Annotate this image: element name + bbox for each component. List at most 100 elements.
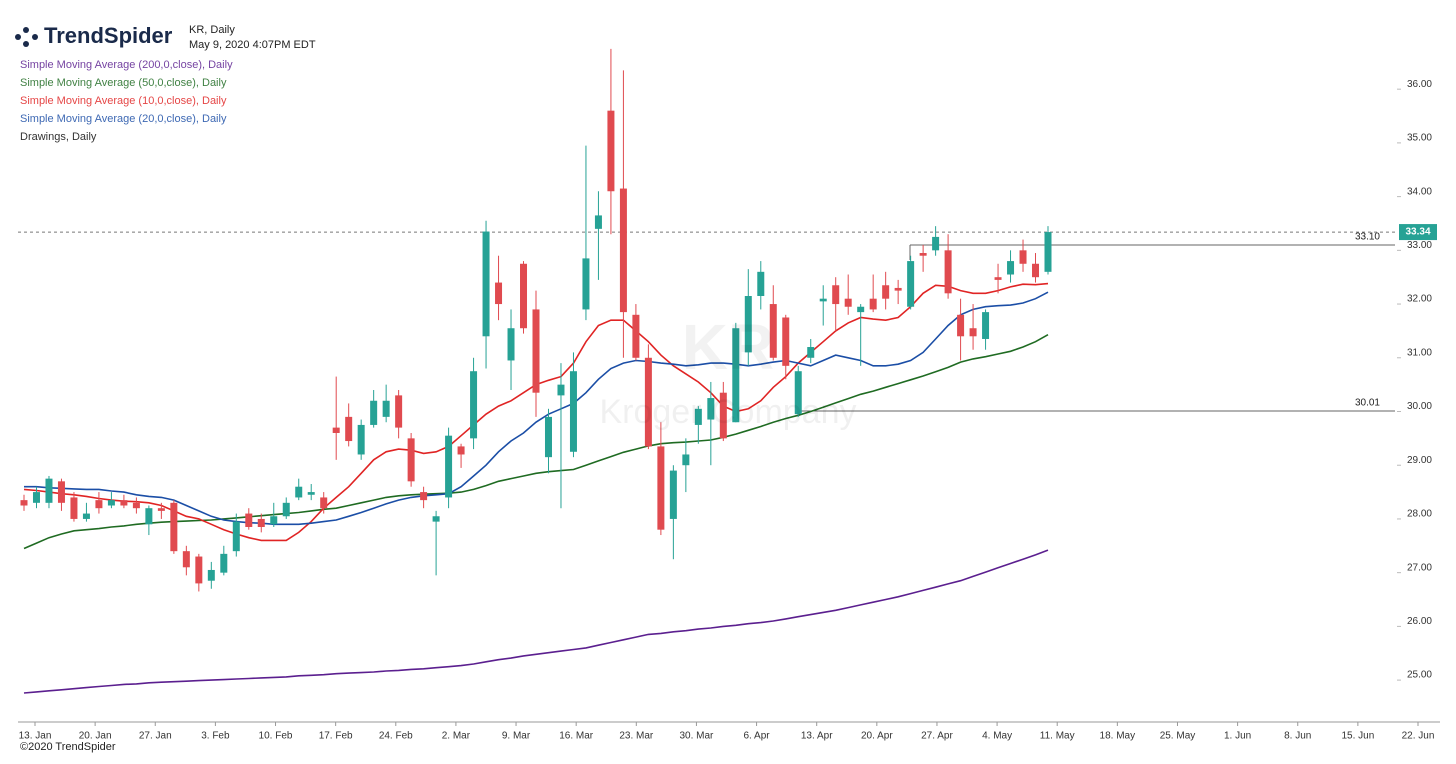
candle-body	[407, 438, 415, 482]
y-tick-label: 33.00	[1407, 240, 1432, 251]
y-tick-label: 34.00	[1407, 186, 1432, 197]
symbol: KR, Daily	[189, 24, 235, 36]
candle-body	[432, 516, 440, 522]
candle-body	[507, 328, 515, 361]
candle-body	[232, 521, 240, 552]
candle-body	[345, 416, 353, 442]
logo-icon	[23, 27, 29, 33]
candle-body	[145, 508, 153, 525]
x-tick-label: 20. Apr	[861, 731, 893, 742]
candle-body	[45, 478, 53, 503]
candle-body	[1019, 250, 1027, 264]
candle-body	[894, 287, 902, 291]
watermark-symbol: KR	[682, 311, 774, 383]
candle-body	[969, 328, 977, 337]
y-tick-label: 29.00	[1407, 455, 1432, 466]
candle-body	[844, 298, 852, 307]
candle-body	[1032, 263, 1040, 278]
candle-body	[282, 502, 290, 517]
candle-body	[657, 446, 665, 530]
candle-body	[332, 427, 340, 433]
candle-body	[907, 261, 915, 307]
candle-body	[120, 500, 128, 506]
candle-body	[57, 481, 65, 503]
x-tick-label: 2. Mar	[442, 731, 471, 742]
legend-entry: Drawings, Daily	[20, 131, 97, 143]
candle-body	[682, 454, 690, 466]
candle-body	[370, 400, 378, 425]
candle-body	[170, 502, 178, 552]
candle-body	[957, 314, 965, 337]
candle-body	[794, 371, 802, 415]
x-tick-label: 8. Jun	[1284, 731, 1311, 742]
x-tick-label: 17. Feb	[319, 731, 353, 742]
logo: TrendSpider	[15, 23, 173, 48]
candle-body	[520, 263, 528, 329]
candle-body	[195, 556, 203, 584]
x-tick-label: 30. Mar	[679, 731, 714, 742]
y-tick-label: 32.00	[1407, 294, 1432, 305]
x-tick-label: 25. May	[1160, 731, 1196, 742]
level-label: 33.10	[1355, 232, 1380, 243]
candle-body	[307, 492, 315, 495]
last-price-label: 33.34	[1405, 227, 1430, 238]
legend-entry: Simple Moving Average (20,0,close), Dail…	[20, 113, 227, 125]
candle-body	[32, 492, 40, 503]
candle-body	[395, 395, 403, 428]
logo-icon	[32, 34, 38, 40]
x-tick-label: 18. May	[1100, 731, 1136, 742]
candle-body	[757, 271, 765, 296]
x-tick-label: 27. Jan	[139, 731, 172, 742]
candle-body	[495, 282, 503, 305]
candle-body	[769, 304, 777, 358]
candle-body	[644, 357, 652, 447]
candle-body	[20, 500, 28, 506]
candle-body	[994, 277, 1002, 280]
candle-body	[1007, 261, 1015, 275]
x-tick-label: 22. Jun	[1402, 731, 1435, 742]
brand: TrendSpider	[44, 23, 173, 48]
y-tick-label: 26.00	[1407, 616, 1432, 627]
candle-body	[557, 384, 565, 396]
legend-entry: Simple Moving Average (50,0,close), Dail…	[20, 77, 227, 89]
candle-body	[532, 309, 540, 393]
candle-body	[95, 500, 103, 509]
x-tick-label: 3. Feb	[201, 731, 230, 742]
candle-body	[382, 400, 390, 417]
candle-body	[882, 285, 890, 299]
candle-body	[944, 250, 952, 294]
y-tick-label: 30.00	[1407, 401, 1432, 412]
candle-body	[420, 492, 428, 501]
x-tick-label: 13. Apr	[801, 731, 833, 742]
candle-body	[932, 236, 940, 251]
x-tick-label: 20. Jan	[79, 731, 112, 742]
candle-body	[807, 347, 815, 358]
x-tick-label: 1. Jun	[1224, 731, 1251, 742]
candle-body	[270, 516, 278, 525]
candle-body	[607, 110, 615, 192]
x-tick-label: 27. Apr	[921, 731, 953, 742]
candle-body	[594, 215, 602, 229]
y-tick-label: 27.00	[1407, 562, 1432, 573]
timestamp: May 9, 2020 4:07PM EDT	[189, 39, 316, 51]
candle-body	[445, 435, 453, 498]
candle-body	[70, 497, 78, 519]
moving-average-line	[23, 549, 1049, 694]
x-tick-label: 23. Mar	[619, 731, 654, 742]
candle-body	[694, 408, 702, 425]
x-tick-label: 9. Mar	[502, 731, 531, 742]
candle-body	[719, 392, 727, 439]
candle-body	[107, 500, 115, 506]
moving-average-line	[23, 334, 1049, 550]
watermark-name: Kroger Company	[599, 393, 856, 431]
candle-body	[857, 306, 865, 313]
x-tick-label: 15. Jun	[1341, 731, 1374, 742]
logo-icon	[23, 41, 29, 47]
candle-body	[132, 502, 140, 509]
footer: ©2020 TrendSpider	[20, 741, 116, 753]
x-tick-label: 16. Mar	[559, 731, 594, 742]
x-tick-label: 11. May	[1040, 731, 1075, 742]
y-tick-label: 25.00	[1407, 670, 1432, 681]
